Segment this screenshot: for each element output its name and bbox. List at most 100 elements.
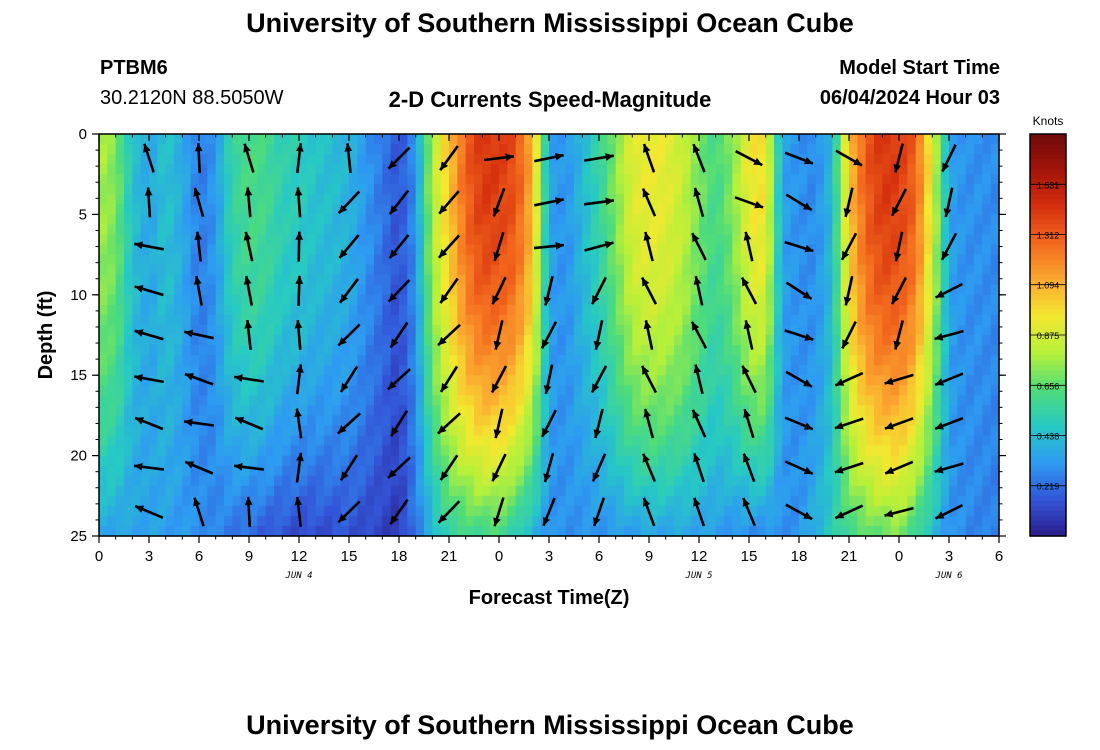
heatmap-cell (232, 465, 242, 477)
heatmap-cell (190, 304, 200, 316)
heatmap-cell (874, 355, 883, 366)
heatmap-cell (957, 415, 967, 427)
heatmap-cell (357, 425, 367, 437)
heatmap-cell (840, 134, 850, 145)
heatmap-cell (215, 515, 225, 527)
heatmap-cell (699, 224, 708, 236)
heatmap-cell (499, 405, 508, 416)
heatmap-cell (507, 375, 517, 386)
heatmap-cell (799, 204, 808, 215)
heatmap-cell (615, 244, 625, 256)
heatmap-cell (915, 234, 925, 246)
heatmap-cell (257, 515, 267, 527)
heatmap-cell (815, 134, 825, 145)
heatmap-cell (149, 264, 158, 276)
heatmap-cell (632, 415, 642, 427)
heatmap-cell (332, 365, 342, 376)
heatmap-cell (332, 244, 342, 256)
heatmap-cell (315, 214, 325, 226)
heatmap-cell (124, 244, 133, 256)
heatmap-cell (157, 294, 167, 306)
heatmap-cell (740, 395, 750, 406)
heatmap-cell (832, 365, 842, 376)
heatmap-cell (557, 365, 567, 376)
heatmap-cell (415, 134, 425, 145)
heatmap-cell (182, 254, 192, 266)
heatmap-cell (924, 134, 933, 145)
heatmap-cell (457, 284, 467, 296)
heatmap-cell (932, 335, 942, 346)
heatmap-cell (215, 435, 225, 447)
heatmap-cell (165, 375, 175, 386)
heatmap-cell (165, 395, 175, 406)
heatmap-cell (124, 164, 133, 175)
heatmap-cell (99, 345, 108, 356)
heatmap-cell (365, 435, 375, 447)
heatmap-cell (882, 485, 892, 497)
heatmap-cell (449, 264, 458, 276)
heatmap-cell (182, 314, 192, 326)
x-tick-label: 18 (791, 548, 808, 565)
heatmap-cell (307, 405, 317, 416)
heatmap-cell (799, 254, 808, 266)
heatmap-cell (974, 415, 983, 427)
heatmap-cell (224, 335, 233, 346)
heatmap-cell (99, 314, 108, 326)
heatmap-cell (499, 445, 508, 457)
heatmap-cell (940, 525, 950, 537)
heatmap-cell (190, 294, 200, 306)
colorbar-segment (1030, 390, 1066, 396)
heatmap-cell (649, 324, 658, 336)
heatmap-cell (940, 365, 950, 376)
heatmap-cell (782, 284, 792, 296)
heatmap-cell (640, 294, 650, 306)
heatmap-cell (482, 284, 492, 296)
heatmap-cell (224, 184, 233, 195)
heatmap-cell (799, 345, 808, 356)
heatmap-cell (657, 304, 667, 316)
heatmap-cell (449, 345, 458, 356)
heatmap-cell (715, 445, 725, 457)
heatmap-cell (674, 445, 683, 457)
heatmap-cell (457, 475, 467, 487)
heatmap-cell (349, 335, 358, 346)
heatmap-cell (774, 465, 783, 477)
heatmap-cell (107, 485, 117, 497)
heatmap-cell (674, 174, 683, 185)
heatmap-cell (615, 284, 625, 296)
heatmap-cell (157, 385, 167, 396)
heatmap-cell (957, 294, 967, 306)
heatmap-cell (365, 324, 375, 336)
heatmap-cell (174, 525, 183, 537)
heatmap-cell (582, 335, 592, 346)
heatmap-cell (990, 324, 1000, 336)
heatmap-cell (524, 355, 533, 366)
colorbar-segment (1030, 144, 1066, 150)
heatmap-cell (207, 234, 217, 246)
heatmap-cell (490, 244, 500, 256)
heatmap-cell (599, 465, 608, 477)
current-vector (542, 497, 556, 527)
heatmap-cell (265, 405, 275, 416)
heatmap-cell (974, 465, 983, 477)
heatmap-cell (940, 164, 950, 175)
heatmap-cell (982, 164, 992, 175)
heatmap-cell (124, 505, 133, 517)
heatmap-cell (140, 425, 150, 437)
heatmap-cell (974, 515, 983, 527)
colorbar-segment (1030, 525, 1066, 532)
heatmap-cell (674, 274, 683, 286)
heatmap-cell (749, 234, 758, 246)
heatmap-cell (532, 234, 542, 246)
heatmap-cell (590, 415, 600, 427)
heatmap-cell (449, 335, 458, 346)
heatmap-cell (890, 395, 900, 406)
heatmap-cell (924, 435, 933, 447)
heatmap-cell (632, 375, 642, 386)
heatmap-cell (457, 254, 467, 266)
heatmap-cell (265, 174, 275, 185)
heatmap-cell (332, 355, 342, 366)
heatmap-cell (532, 264, 542, 276)
heatmap-cell (974, 304, 983, 316)
heatmap-cell (474, 525, 483, 537)
